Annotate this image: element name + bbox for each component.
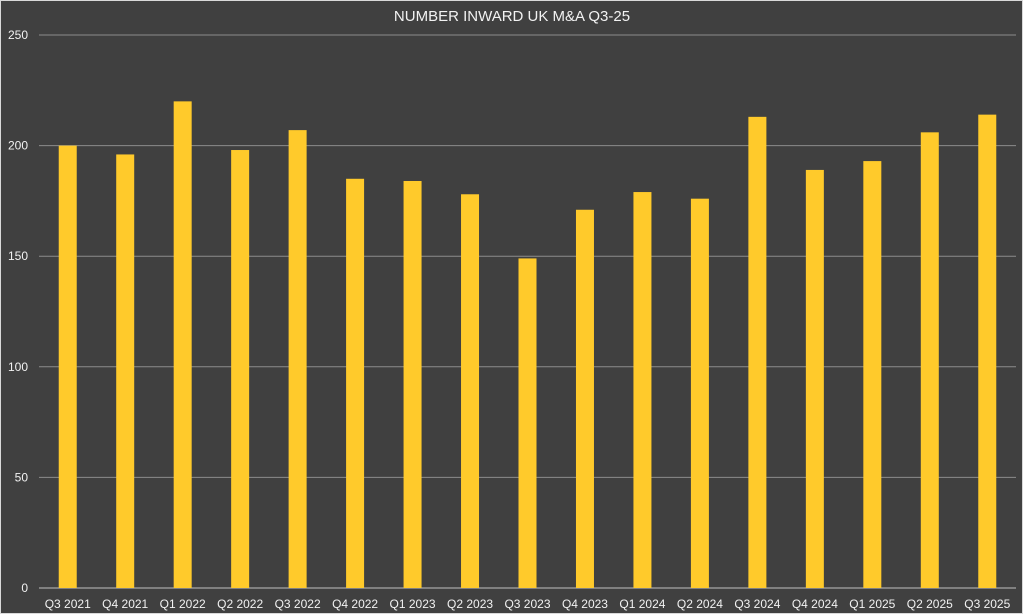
bar	[289, 130, 307, 588]
x-tick-label: Q1 2024	[619, 597, 665, 611]
bar	[231, 150, 249, 588]
y-tick-label: 100	[8, 360, 28, 374]
x-tick-label: Q1 2025	[849, 597, 895, 611]
y-tick-label: 50	[15, 470, 29, 484]
x-tick-label: Q3 2024	[734, 597, 780, 611]
y-tick-label: 0	[21, 581, 28, 595]
y-tick-label: 200	[8, 139, 28, 153]
bar	[863, 161, 881, 588]
x-tick-label: Q2 2022	[217, 597, 263, 611]
bar	[921, 132, 939, 588]
x-tick-label: Q4 2022	[332, 597, 378, 611]
bar	[691, 199, 709, 588]
y-tick-label: 150	[8, 249, 28, 263]
x-tick-label: Q3 2025	[964, 597, 1010, 611]
bar	[633, 192, 651, 588]
x-tick-label: Q4 2024	[792, 597, 838, 611]
chart-title: NUMBER INWARD UK M&A Q3-25	[394, 8, 630, 25]
bar	[978, 115, 996, 588]
x-tick-label: Q2 2025	[907, 597, 953, 611]
bar	[404, 181, 422, 588]
x-tick-label: Q3 2021	[45, 597, 91, 611]
bar	[59, 146, 77, 588]
bar	[346, 179, 364, 588]
x-tick-label: Q1 2022	[160, 597, 206, 611]
bar	[519, 258, 537, 588]
x-tick-label: Q3 2022	[275, 597, 321, 611]
x-tick-label: Q2 2023	[447, 597, 493, 611]
x-tick-label: Q4 2023	[562, 597, 608, 611]
bar	[174, 101, 192, 588]
bar	[806, 170, 824, 588]
y-tick-label: 250	[8, 28, 28, 42]
x-tick-label: Q4 2021	[102, 597, 148, 611]
x-tick-label: Q3 2023	[504, 597, 550, 611]
x-tick-label: Q1 2023	[390, 597, 436, 611]
y-axis-ticks: 0 50 100 150 200 250	[8, 28, 28, 595]
x-axis-ticks: Q3 2021 Q4 2021 Q1 2022 Q2 2022 Q3 2022 Q4 20…	[45, 597, 1011, 611]
bars	[59, 101, 997, 588]
bar	[748, 117, 766, 588]
bar	[461, 194, 479, 588]
bar	[576, 210, 594, 588]
bar	[116, 154, 134, 588]
x-tick-label: Q2 2024	[677, 597, 723, 611]
